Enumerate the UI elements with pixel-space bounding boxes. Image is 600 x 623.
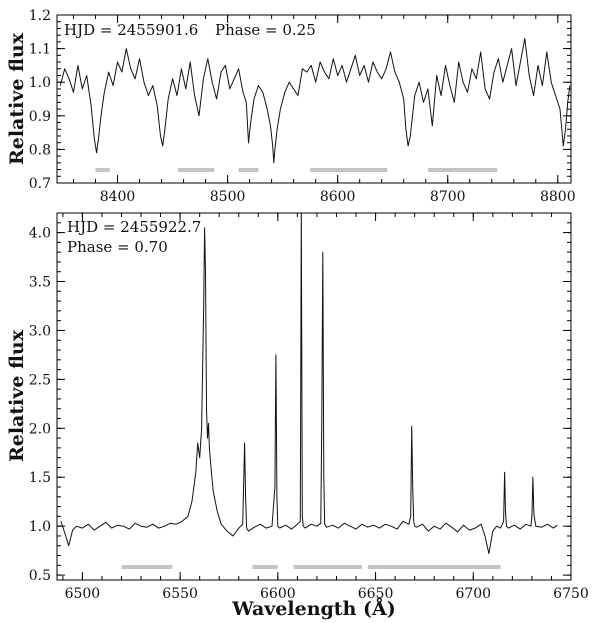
bottom-masked-range-3	[367, 565, 501, 569]
bottom-spectrum-line	[60, 213, 558, 555]
bottom-y-tick-label: 4.0	[29, 226, 51, 242]
bottom-plot-frame	[56, 212, 572, 581]
bottom-y-tick-label: 3.5	[29, 275, 51, 291]
bottom-ylabel: Relative flux	[6, 329, 28, 462]
top-y-tick-label: 0.9	[29, 109, 51, 125]
top-masked-range-0	[95, 168, 110, 172]
bottom-masked-ranges	[121, 565, 501, 569]
top-axis-ticks: 8400 8500 8600 8700 8800 0.7 0.8 0.9 1.0 1.1 1.2	[29, 8, 576, 205]
top-y-tick-label: 0.7	[29, 176, 51, 192]
top-ylabel: Relative flux	[6, 32, 28, 165]
bottom-x-tick-label: 6600	[260, 586, 296, 602]
bottom-x-tick-label: 6750	[553, 586, 589, 602]
top-x-tick-label: 8800	[540, 189, 576, 205]
top-masked-range-1	[178, 168, 215, 172]
bottom-xlabel: Wavelength (Å)	[231, 597, 395, 620]
top-x-tick-label: 8700	[430, 189, 466, 205]
bottom-x-tick-label: 6500	[65, 586, 101, 602]
top-x-tick-label: 8400	[100, 189, 136, 205]
bottom-y-tick-label: 2.5	[29, 372, 51, 388]
bottom-y-tick-label: 0.5	[29, 568, 51, 584]
top-masked-ranges	[95, 168, 498, 172]
bottom-x-tick-label: 6650	[358, 586, 394, 602]
bottom-y-tick-label: 1.0	[29, 519, 51, 535]
top-y-tick-label: 1.0	[29, 75, 51, 91]
top-masked-range-2	[238, 168, 259, 172]
bottom-y-tick-label: 3.0	[29, 323, 51, 339]
top-y-tick-label: 1.2	[29, 8, 51, 24]
top-x-tick-label: 8500	[210, 189, 246, 205]
top-annotation-hjd: HJD = 2455901.6	[64, 21, 198, 39]
bottom-y-tick-label: 1.5	[29, 470, 51, 486]
top-y-tick-label: 0.8	[29, 142, 51, 158]
bottom-annotation-hjd: HJD = 2455922.7	[67, 218, 201, 236]
bottom-x-tick-label: 6700	[455, 586, 491, 602]
top-plot-frame	[56, 14, 572, 184]
top-y-tick-label: 1.1	[29, 42, 51, 58]
bottom-y-tick-label: 2.0	[29, 421, 51, 437]
bottom-panel: 6500 6550 6600 6650 6700 6750 0.5 1.0 1.5 2.0 2.5 3…	[6, 212, 589, 620]
bottom-masked-range-2	[293, 565, 362, 569]
bottom-axis-ticks: 6500 6550 6600 6650 6700 6750 0.5 1.0 1.5 2.0 2.5 3…	[29, 212, 589, 602]
top-annotation-phase: Phase = 0.25	[215, 21, 316, 39]
top-spectrum-line	[59, 38, 571, 164]
top-masked-range-3	[310, 168, 388, 172]
top-x-tick-label: 8600	[320, 189, 356, 205]
bottom-masked-range-0	[121, 565, 173, 569]
bottom-masked-range-1	[252, 565, 278, 569]
top-masked-range-4	[427, 168, 498, 172]
bottom-x-tick-label: 6550	[162, 586, 198, 602]
top-panel: 8400 8500 8600 8700 8800 0.7 0.8 0.9 1.0 1.1 1.2 H…	[6, 8, 576, 205]
bottom-annotation-phase: Phase = 0.70	[67, 238, 168, 256]
